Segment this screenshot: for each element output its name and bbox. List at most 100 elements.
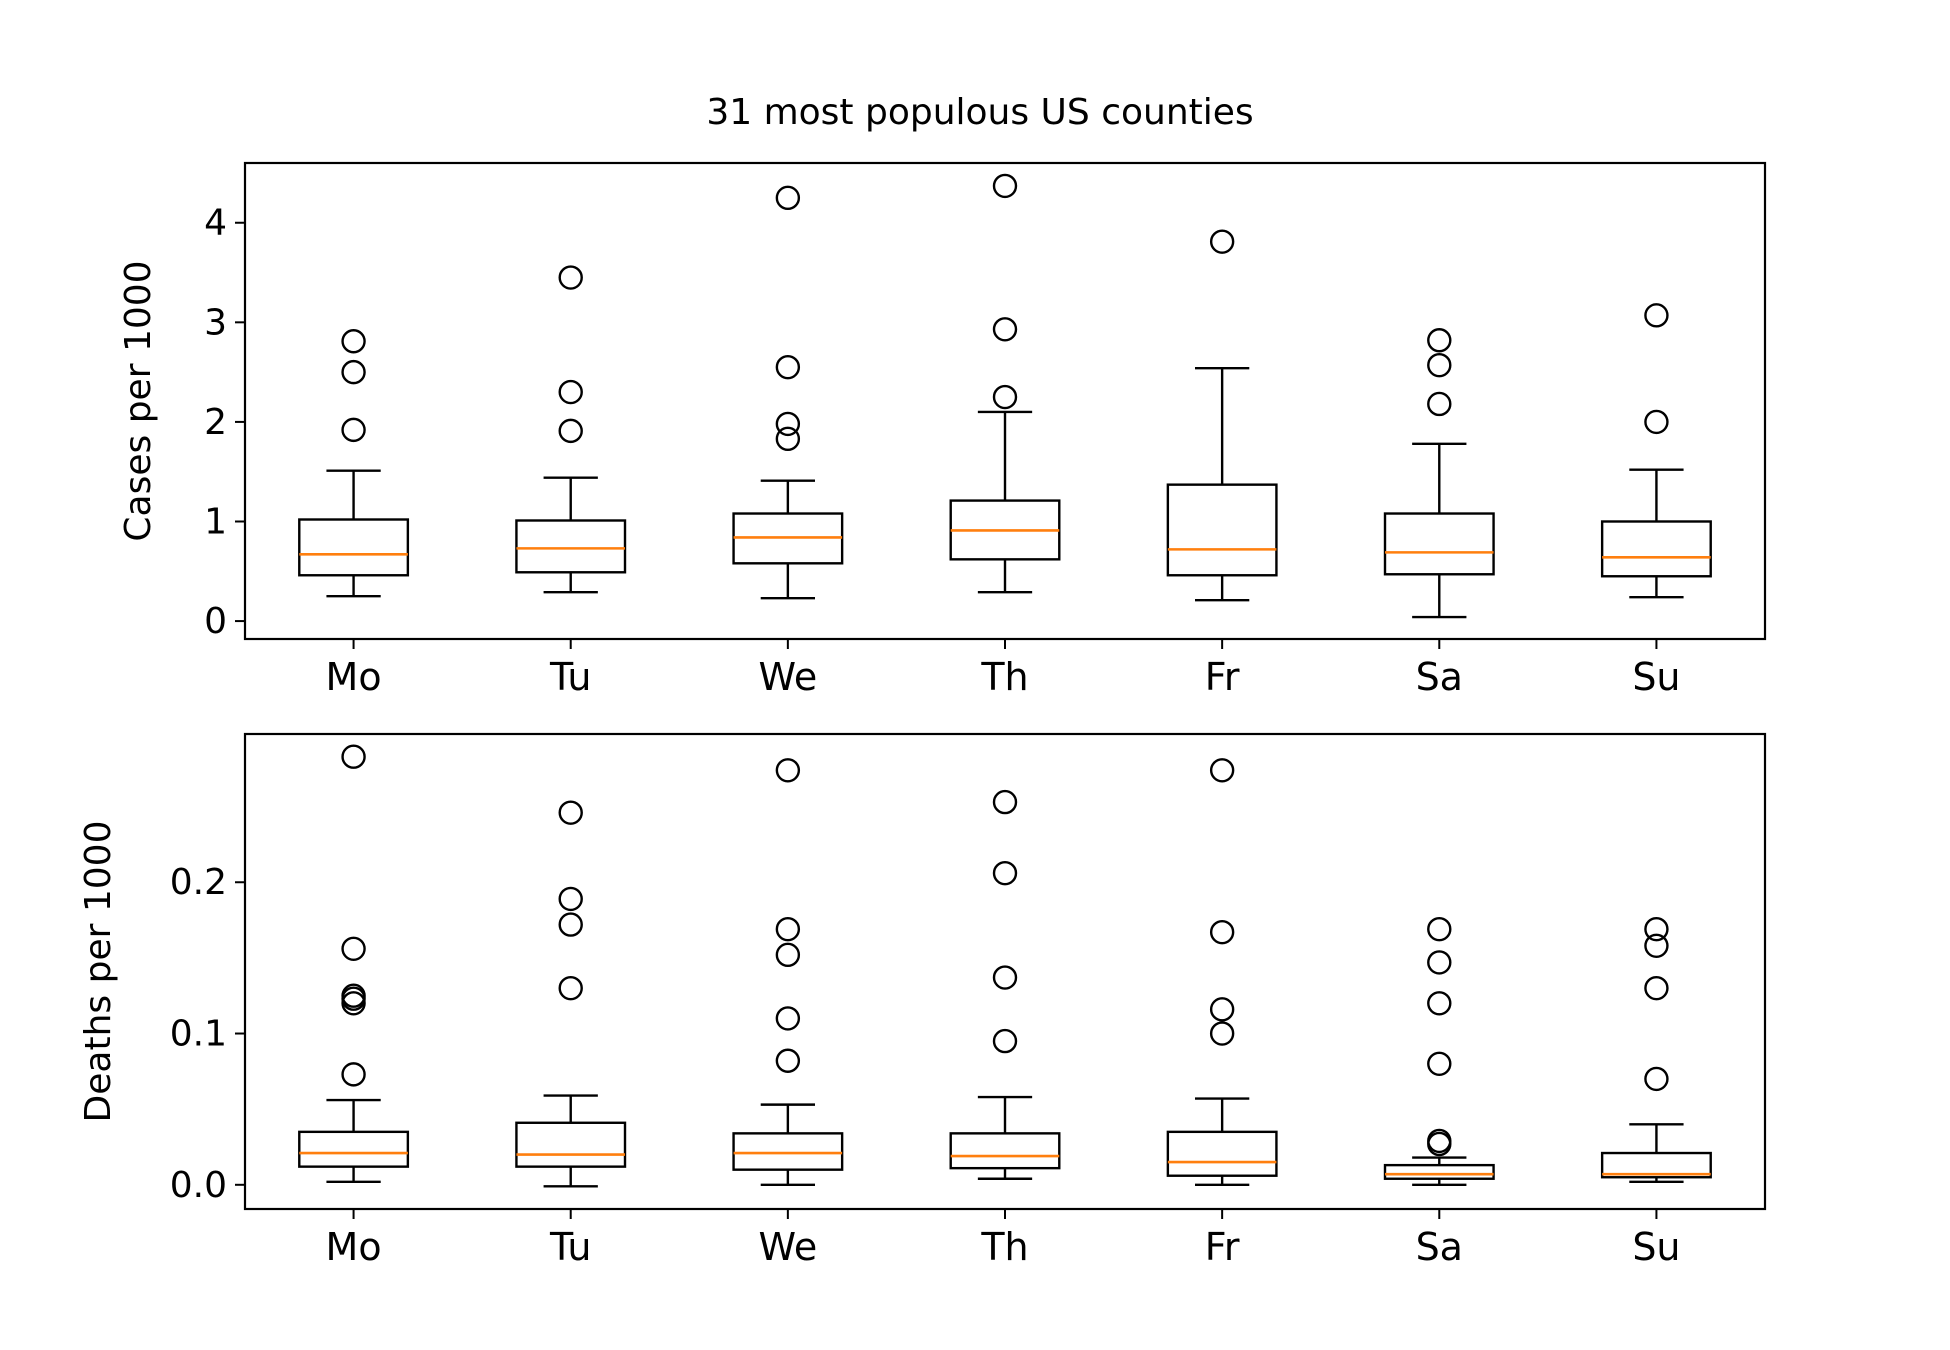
box-iqr (298, 1130, 410, 1168)
cases-xtick-label: Th (980, 655, 1028, 699)
deaths-box-Sa (1383, 916, 1495, 1186)
outlier-point (558, 379, 583, 405)
outlier-point (341, 936, 366, 962)
cases-box-Th (949, 173, 1061, 594)
outlier-point (1644, 916, 1669, 942)
box-iqr (949, 1132, 1061, 1170)
outlier-point (992, 965, 1018, 990)
deaths-box-Th (949, 789, 1061, 1180)
outlier-point (775, 354, 801, 380)
cases-xtick-label: Mo (326, 655, 382, 699)
outlier-point (1427, 1128, 1452, 1154)
outlier-point (775, 758, 801, 783)
outlier-point (1209, 997, 1235, 1022)
outlier-point (1427, 916, 1452, 942)
cases-boxplot-panel: 0 1 2 3 4 Cases per 1000 Mo Tu We Th Fr Sa Su (118, 161, 1767, 699)
outlier-point (341, 417, 366, 443)
cases-box-Su (1600, 303, 1712, 599)
outlier-point (775, 185, 801, 211)
outlier-point (775, 426, 801, 452)
box-iqr (1383, 512, 1495, 576)
cases-xtick-label: We (758, 655, 817, 699)
outlier-point (775, 916, 801, 942)
outlier-point (775, 411, 801, 437)
outlier-point (1644, 1066, 1669, 1092)
cases-y-axis-label: Cases per 1000 (118, 260, 159, 541)
outlier-point (558, 912, 583, 937)
outlier-point (1427, 950, 1452, 975)
box-iqr (732, 1132, 844, 1171)
outlier-point (558, 265, 583, 290)
box-iqr (1166, 483, 1278, 577)
outlier-point (992, 789, 1018, 815)
deaths-ytick-label: 0.0 (170, 1165, 227, 1206)
outlier-point (775, 942, 801, 968)
outlier-point (1427, 391, 1452, 417)
outlier-point (992, 384, 1018, 410)
outlier-point (1644, 409, 1669, 435)
deaths-xtick-label: Su (1632, 1225, 1680, 1269)
box-iqr (298, 518, 410, 577)
figure-title: 31 most populous US counties (706, 92, 1253, 133)
cases-ytick-label: 2 (204, 402, 227, 443)
outlier-point (558, 800, 583, 825)
outlier-point (992, 860, 1018, 886)
deaths-y-axis-label: Deaths per 1000 (78, 821, 119, 1123)
outlier-point (1209, 758, 1235, 783)
box-iqr (1600, 520, 1712, 578)
cases-box-Sa (1383, 328, 1495, 619)
cases-box-Mo (298, 329, 410, 598)
deaths-xtick-label: Sa (1416, 1225, 1463, 1269)
deaths-axes-frame (243, 732, 1767, 1211)
cases-box-Tu (515, 265, 627, 594)
outlier-point (1209, 1021, 1235, 1046)
cases-xtick-label: Su (1632, 655, 1680, 699)
deaths-box-Su (1600, 916, 1712, 1183)
cases-ytick-label: 0 (204, 601, 227, 642)
deaths-xtick-label: We (758, 1225, 817, 1269)
outlier-point (1644, 303, 1669, 328)
deaths-box-Fr (1166, 758, 1278, 1186)
box-iqr (1166, 1130, 1278, 1177)
outlier-point (341, 1062, 366, 1087)
outlier-point (558, 418, 583, 444)
outlier-point (558, 975, 583, 1001)
deaths-xtick-label: Mo (326, 1225, 382, 1269)
outlier-point (1644, 933, 1669, 958)
outlier-point (1427, 991, 1452, 1016)
outlier-point (992, 173, 1018, 199)
outlier-point (1209, 919, 1235, 945)
outlier-point (775, 1006, 801, 1031)
deaths-ytick-label: 0.1 (170, 1014, 227, 1055)
cases-box-We (732, 185, 844, 600)
outlier-point (775, 1048, 801, 1073)
box-iqr (515, 1121, 627, 1168)
cases-ytick-label: 3 (204, 302, 227, 343)
outlier-point (341, 983, 366, 1008)
cases-xtick-label: Sa (1416, 655, 1463, 699)
outlier-point (1209, 229, 1235, 254)
cases-xtick-label: Fr (1205, 655, 1240, 699)
deaths-ytick-label: 0.2 (170, 862, 227, 903)
cases-ytick-label: 1 (204, 501, 227, 542)
outlier-point (341, 359, 366, 385)
outlier-point (341, 329, 366, 354)
deaths-box-We (732, 758, 844, 1186)
outlier-point (992, 317, 1018, 342)
deaths-xtick-label: Fr (1205, 1225, 1240, 1269)
cases-box-Fr (1166, 229, 1278, 602)
outlier-point (341, 744, 366, 769)
deaths-xtick-label: Th (980, 1225, 1028, 1269)
outlier-point (992, 1028, 1018, 1054)
cases-axes-frame (243, 161, 1767, 641)
deaths-box-Tu (515, 800, 627, 1188)
deaths-xtick-label: Tu (549, 1225, 592, 1269)
deaths-box-Mo (298, 744, 410, 1183)
outlier-point (1644, 975, 1669, 1001)
box-iqr (1600, 1151, 1712, 1179)
box-iqr (515, 519, 627, 574)
outlier-point (1427, 1051, 1452, 1076)
cases-ytick-label: 4 (204, 203, 227, 244)
